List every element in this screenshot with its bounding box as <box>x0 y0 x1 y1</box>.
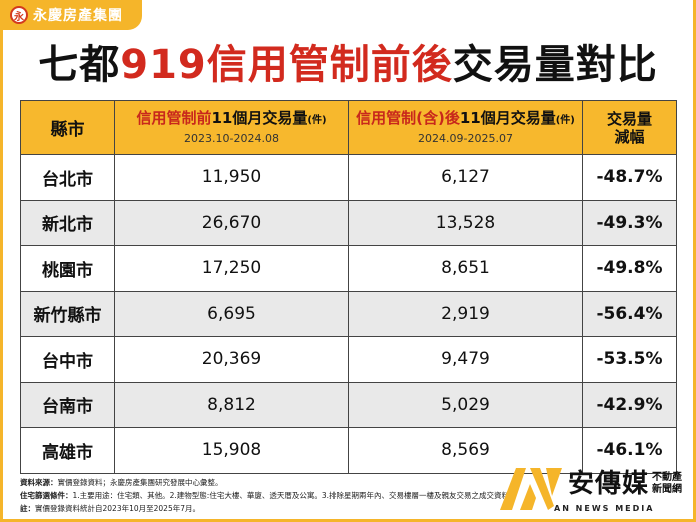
cell-city: 新北市 <box>20 199 115 246</box>
table-row: 台中市 20,369 9,479 -53.5% <box>20 336 677 383</box>
logo-emblem-icon: 永 <box>10 6 28 24</box>
title-highlight: 919信用管制前後 <box>120 42 453 88</box>
header-change-line2: 減幅 <box>614 127 645 146</box>
header-before: 信用管制前11個月交易量(件) 2023.10-2024.08 <box>114 100 349 155</box>
table-header-row: 縣市 信用管制前11個月交易量(件) 2023.10-2024.08 信用管制(… <box>20 100 677 155</box>
header-after-unit: (件) <box>555 115 575 126</box>
cell-change: -48.7% <box>582 154 677 201</box>
cell-city: 台中市 <box>20 336 115 383</box>
logo-text: 永慶房產集團 <box>33 8 123 24</box>
cell-city: 台南市 <box>20 381 115 428</box>
table-row: 台北市 11,950 6,127 -48.7% <box>20 154 677 201</box>
cell-change: -42.9% <box>582 381 677 428</box>
table-row: 台南市 8,812 5,029 -42.9% <box>20 381 677 428</box>
header-before-unit: (件) <box>307 115 327 126</box>
media-brand: 安傳媒 不動產 新聞網 <box>496 466 686 516</box>
cell-before: 15,908 <box>114 427 349 474</box>
cell-after: 9,479 <box>348 336 583 383</box>
footnote-note: 註：實價登錄資料統計自2023年10月至2025年7月。 <box>20 504 200 513</box>
table-row: 新北市 26,670 13,528 -49.3% <box>20 199 677 246</box>
header-after-main: 信用管制(含)後 <box>356 109 460 127</box>
page-title: 七都919信用管制前後交易量對比 <box>0 42 696 88</box>
cell-change: -46.1% <box>582 427 677 474</box>
brand-name: 安傳媒 <box>568 469 650 499</box>
cell-city: 新竹縣市 <box>20 290 115 337</box>
cell-after: 2,919 <box>348 290 583 337</box>
footnotes: 資料來源：實價登錄資料；永慶房產集團研究發展中心彙整。 住宅篩選條件：1.主要用… <box>20 476 540 515</box>
brand-english: AN NEWS MEDIA <box>554 504 655 513</box>
header-city: 縣市 <box>20 100 115 155</box>
header-before-main: 信用管制前 <box>136 109 212 127</box>
header-before-period: 2023.10-2024.08 <box>184 132 279 145</box>
cell-after: 5,029 <box>348 381 583 428</box>
header-change-line1: 交易量 <box>606 109 652 128</box>
cell-after: 13,528 <box>348 199 583 246</box>
cell-change: -56.4% <box>582 290 677 337</box>
footnote-source: 資料來源：實價登錄資料；永慶房產集團研究發展中心彙整。 <box>20 478 223 487</box>
cell-after: 8,651 <box>348 245 583 292</box>
cell-before: 6,695 <box>114 290 349 337</box>
cell-city: 台北市 <box>20 154 115 201</box>
cell-before: 8,812 <box>114 381 349 428</box>
table-row: 桃園市 17,250 8,651 -49.8% <box>20 245 677 292</box>
header-before-rest: 11個月交易量 <box>211 109 308 127</box>
table-row: 高雄市 15,908 8,569 -46.1% <box>20 427 677 474</box>
table-row: 新竹縣市 6,695 2,919 -56.4% <box>20 290 677 337</box>
cell-before: 26,670 <box>114 199 349 246</box>
cell-change: -49.8% <box>582 245 677 292</box>
cell-change: -49.3% <box>582 199 677 246</box>
cell-city: 桃園市 <box>20 245 115 292</box>
brand-tagline: 不動產 新聞網 <box>652 472 683 495</box>
header-after: 信用管制(含)後11個月交易量(件) 2024.09-2025.07 <box>348 100 583 155</box>
cell-before: 11,950 <box>114 154 349 201</box>
company-logo: 永 永慶房產集團 <box>0 0 142 30</box>
cell-after: 8,569 <box>348 427 583 474</box>
cell-before: 17,250 <box>114 245 349 292</box>
cell-after: 6,127 <box>348 154 583 201</box>
title-prefix: 七都 <box>38 42 121 88</box>
header-after-rest: 11個月交易量 <box>459 109 556 127</box>
title-suffix: 交易量對比 <box>452 42 658 88</box>
comparison-table: 縣市 信用管制前11個月交易量(件) 2023.10-2024.08 信用管制(… <box>20 100 677 474</box>
an-news-logo-icon <box>500 468 562 510</box>
footnote-criteria: 住宅篩選條件：1.主要用途：住宅類、其他。2.建物型態:住宅大樓、華廈、透天厝及… <box>20 491 517 500</box>
cell-city: 高雄市 <box>20 427 115 474</box>
cell-before: 20,369 <box>114 336 349 383</box>
cell-change: -53.5% <box>582 336 677 383</box>
header-after-period: 2024.09-2025.07 <box>418 132 513 145</box>
header-change: 交易量 減幅 <box>582 100 677 155</box>
